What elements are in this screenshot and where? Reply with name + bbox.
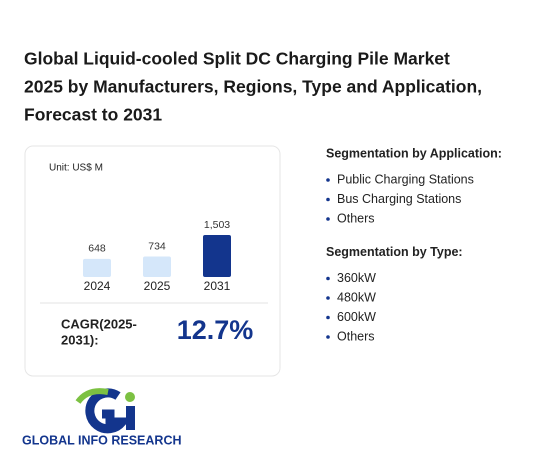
bullet	[326, 315, 330, 320]
segment-item: Others	[337, 211, 375, 225]
logo-dot	[125, 392, 135, 402]
segment-item: 600kW	[337, 310, 376, 324]
bullet	[326, 178, 330, 182]
bullet	[326, 276, 330, 281]
bullet	[326, 217, 330, 221]
bar	[83, 258, 111, 277]
segment-item: Bus Charging Stations	[337, 192, 461, 206]
segment-item: 360kW	[337, 271, 376, 285]
category-label: 2024	[84, 279, 111, 293]
logo-g	[85, 388, 132, 434]
logo-swoosh	[75, 388, 109, 404]
segment-item: Others	[337, 329, 375, 343]
bullet	[326, 335, 330, 339]
bullet	[326, 296, 330, 300]
cagr-value: 12.7%	[177, 315, 254, 345]
bar	[143, 256, 171, 277]
logo-i	[126, 406, 135, 430]
title-line: Forecast to 2031	[24, 105, 162, 125]
category-label: 2031	[204, 279, 231, 293]
value-label: 734	[148, 240, 166, 252]
cagr-label: 2031):	[61, 332, 99, 347]
segment-heading: Segmentation by Application:	[326, 146, 502, 160]
bullet	[326, 197, 330, 202]
logo	[75, 388, 135, 434]
bar	[203, 235, 231, 277]
title-line: 2025 by Manufacturers, Regions, Type and…	[24, 77, 482, 97]
segment-heading: Segmentation by Type:	[326, 245, 463, 259]
cagr-label: CAGR(2025-	[61, 316, 137, 331]
brand: GLOBAL INFO RESEARCH	[22, 433, 182, 447]
title-line: Global Liquid-cooled Split DC Charging P…	[24, 49, 450, 69]
segment-item: Public Charging Stations	[337, 172, 474, 186]
unit-label: Unit: US$ M	[49, 163, 103, 174]
category-label: 2025	[144, 279, 171, 293]
segment-item: 480kW	[337, 290, 376, 304]
value-label: 648	[88, 243, 106, 255]
value-label: 1,503	[204, 219, 230, 231]
